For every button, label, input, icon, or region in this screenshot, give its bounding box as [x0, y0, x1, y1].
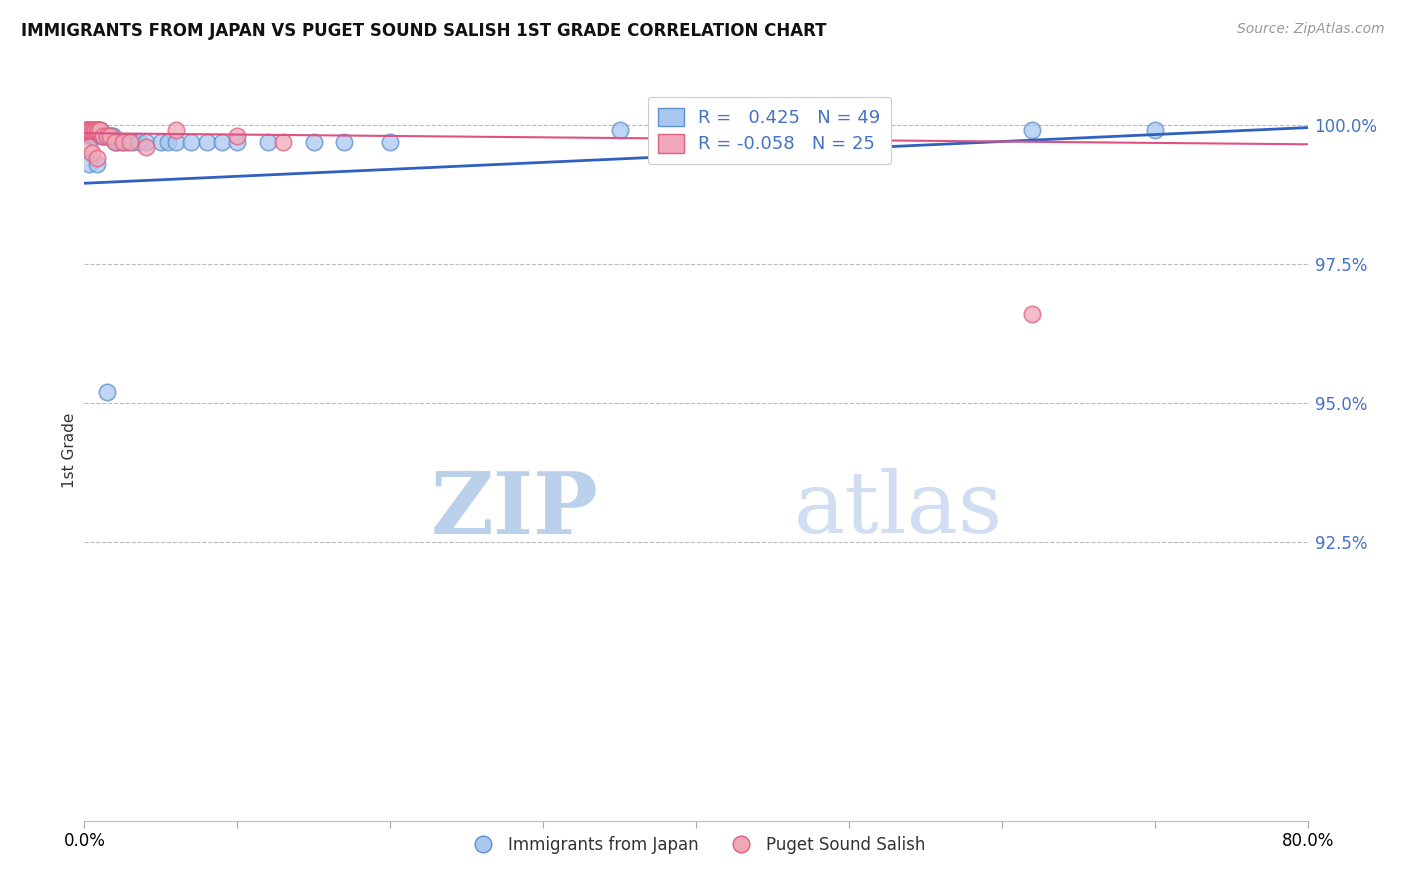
Point [195, 135, 218, 149]
Point [79, 128, 101, 143]
Point [94, 128, 117, 143]
Point [77, 157, 100, 171]
Point [1021, 123, 1043, 137]
Point [149, 135, 172, 149]
Point [91, 128, 114, 143]
Point [98, 128, 121, 143]
Point [80, 128, 103, 143]
Point [302, 135, 325, 149]
Point [761, 140, 783, 154]
Point [104, 135, 127, 149]
Point [75, 123, 97, 137]
Point [96, 128, 118, 143]
Point [226, 135, 249, 149]
Point [98, 128, 121, 143]
Point [333, 135, 356, 149]
Point [89, 123, 111, 137]
Point [101, 128, 124, 143]
Point [79, 123, 101, 137]
Point [97, 128, 120, 143]
Point [104, 135, 127, 149]
Point [83, 123, 105, 137]
Point [77, 140, 100, 154]
Text: Source: ZipAtlas.com: Source: ZipAtlas.com [1237, 22, 1385, 37]
Point [135, 135, 157, 149]
Point [226, 128, 249, 143]
Y-axis label: 1st Grade: 1st Grade [62, 413, 77, 488]
Point [90, 128, 112, 143]
Point [76, 123, 98, 137]
Point [96, 384, 118, 399]
Point [1143, 123, 1166, 137]
Point [107, 135, 129, 149]
Point [84, 123, 107, 137]
Point [111, 135, 134, 149]
Point [93, 128, 115, 143]
Point [80, 123, 103, 137]
Point [87, 123, 110, 137]
Point [76, 123, 98, 137]
Point [165, 123, 187, 137]
Point [87, 123, 110, 137]
Point [75, 123, 97, 137]
Point [91, 128, 114, 143]
Text: IMMIGRANTS FROM JAPAN VS PUGET SOUND SALISH 1ST GRADE CORRELATION CHART: IMMIGRANTS FROM JAPAN VS PUGET SOUND SAL… [21, 22, 827, 40]
Point [122, 135, 145, 149]
Point [86, 157, 108, 171]
Point [380, 135, 402, 149]
Point [79, 123, 101, 137]
Point [86, 151, 108, 165]
Point [115, 135, 138, 149]
Point [86, 123, 108, 137]
Point [103, 128, 125, 143]
Text: ZIP: ZIP [430, 467, 598, 551]
Text: atlas: atlas [794, 468, 1002, 551]
Point [165, 135, 187, 149]
Point [84, 123, 107, 137]
Point [211, 135, 233, 149]
Point [80, 123, 103, 137]
Point [80, 145, 103, 160]
Point [77, 123, 100, 137]
Point [83, 128, 105, 143]
Point [89, 123, 111, 137]
Point [180, 135, 202, 149]
Point [157, 135, 180, 149]
Point [96, 128, 118, 143]
Point [120, 135, 142, 149]
Legend: Immigrants from Japan, Puget Sound Salish: Immigrants from Japan, Puget Sound Salis… [460, 829, 932, 861]
Point [609, 123, 631, 137]
Point [86, 123, 108, 137]
Point [89, 123, 111, 137]
Point [84, 123, 107, 137]
Point [111, 135, 134, 149]
Point [83, 123, 105, 137]
Point [135, 140, 157, 154]
Point [77, 123, 100, 137]
Point [1021, 307, 1043, 321]
Point [257, 135, 280, 149]
Point [77, 123, 100, 137]
Point [128, 135, 150, 149]
Point [271, 135, 294, 149]
